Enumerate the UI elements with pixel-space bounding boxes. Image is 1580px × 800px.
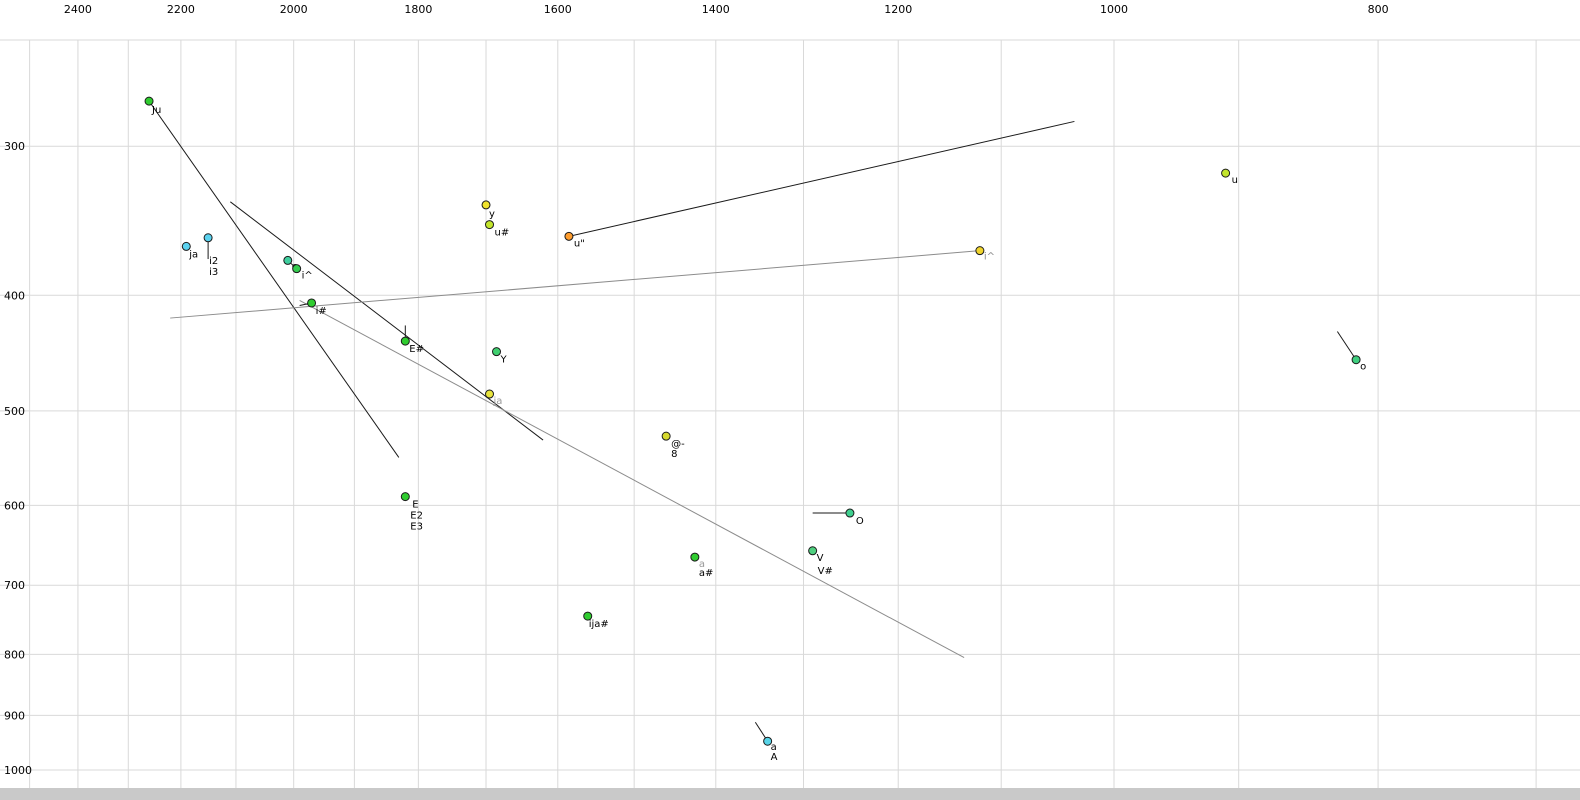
vowel-point-label: u bbox=[1232, 175, 1238, 186]
trajectory-line bbox=[299, 299, 965, 659]
vowel-point-label: o bbox=[1360, 362, 1366, 373]
vowel-point-5[interactable] bbox=[975, 246, 985, 256]
x-tick-label: 1600 bbox=[544, 3, 572, 16]
vowel-point-4[interactable] bbox=[564, 231, 574, 241]
vowel-point-label: i# bbox=[316, 306, 327, 317]
x-tick-label: 2400 bbox=[64, 3, 92, 16]
y-tick-label: 800 bbox=[4, 648, 25, 661]
vowel-point-15[interactable] bbox=[400, 492, 410, 502]
y-tick-label: 400 bbox=[4, 289, 25, 302]
vowel-point-label: a bbox=[771, 742, 777, 753]
vowel-point-label: 8 bbox=[671, 449, 677, 460]
vowel-point-label: i2 bbox=[209, 256, 218, 267]
vowel-point-label: u# bbox=[495, 228, 510, 239]
vowel-point-label: y bbox=[489, 209, 495, 220]
vowel-point-label: @- bbox=[671, 439, 685, 450]
vowel-point-label: E# bbox=[409, 344, 424, 355]
trajectory-line bbox=[1336, 331, 1357, 361]
vowel-point-8[interactable] bbox=[283, 255, 293, 265]
vowel-point-0[interactable] bbox=[144, 96, 154, 106]
y-tick-label: 700 bbox=[4, 579, 25, 592]
vowel-point-label: i^ bbox=[984, 252, 995, 263]
vowel-point-label: V# bbox=[818, 566, 833, 577]
vowel-point-6[interactable] bbox=[181, 241, 191, 251]
vowel-point-label: i^ bbox=[302, 271, 313, 282]
vowel-point-17[interactable] bbox=[690, 552, 700, 562]
vowel-point-21[interactable] bbox=[1351, 355, 1361, 365]
x-tick-label: 2200 bbox=[167, 3, 195, 16]
vowel-point-label: E bbox=[412, 500, 418, 511]
x-tick-label: 800 bbox=[1368, 3, 1389, 16]
vowel-point-label: O bbox=[856, 516, 864, 527]
vowel-point-10[interactable] bbox=[307, 298, 317, 308]
vowel-point-label: Ju bbox=[151, 105, 161, 116]
vowel-point-label: a# bbox=[699, 568, 714, 579]
vowel-point-label: a bbox=[699, 559, 705, 570]
y-tick-label: 600 bbox=[4, 499, 25, 512]
x-tick-label: 1800 bbox=[404, 3, 432, 16]
y-tick-label: 1000 bbox=[4, 764, 32, 777]
vowel-point-13[interactable] bbox=[485, 389, 495, 399]
vowel-point-20[interactable] bbox=[763, 736, 773, 746]
vowel-point-7[interactable] bbox=[203, 233, 213, 243]
vowel-point-label: ja bbox=[188, 249, 198, 260]
x-tick-label: 2000 bbox=[280, 3, 308, 16]
x-tick-label: 1000 bbox=[1100, 3, 1128, 16]
vowel-point-3[interactable] bbox=[485, 220, 495, 230]
vowel-point-19[interactable] bbox=[583, 611, 593, 621]
vowel-point-label: A bbox=[771, 752, 778, 763]
vowel-point-1[interactable] bbox=[1221, 168, 1231, 178]
vowel-point-label: Y bbox=[500, 355, 508, 366]
y-tick-label: 900 bbox=[4, 709, 25, 722]
vowel-point-12[interactable] bbox=[492, 347, 502, 357]
vowel-point-label: E2 bbox=[410, 511, 423, 522]
vowel-point-label: V bbox=[817, 553, 824, 564]
trajectory-line bbox=[170, 250, 980, 319]
plot-bottom-band bbox=[0, 788, 1580, 800]
y-tick-label: 500 bbox=[4, 405, 25, 418]
y-tick-label: 300 bbox=[4, 140, 25, 153]
vowel-point-14[interactable] bbox=[661, 431, 671, 441]
trajectory-line bbox=[568, 120, 1075, 237]
vowel-point-2[interactable] bbox=[481, 200, 491, 210]
trajectory-line bbox=[148, 100, 400, 458]
vowel-point-label: i3 bbox=[209, 267, 218, 278]
vowel-point-16[interactable] bbox=[845, 508, 855, 518]
x-tick-label: 1200 bbox=[884, 3, 912, 16]
vowel-point-label: ija# bbox=[589, 619, 609, 630]
vowel-point-label: u" bbox=[574, 238, 585, 249]
x-tick-label: 1400 bbox=[702, 3, 730, 16]
vowel-point-18[interactable] bbox=[808, 546, 818, 556]
trajectory-line bbox=[230, 201, 544, 441]
vowel-point-11[interactable] bbox=[400, 336, 410, 346]
vowel-point-label: ja bbox=[493, 396, 503, 407]
vowel-point-9[interactable] bbox=[292, 264, 302, 274]
vowel-point-label: E3 bbox=[410, 522, 423, 533]
